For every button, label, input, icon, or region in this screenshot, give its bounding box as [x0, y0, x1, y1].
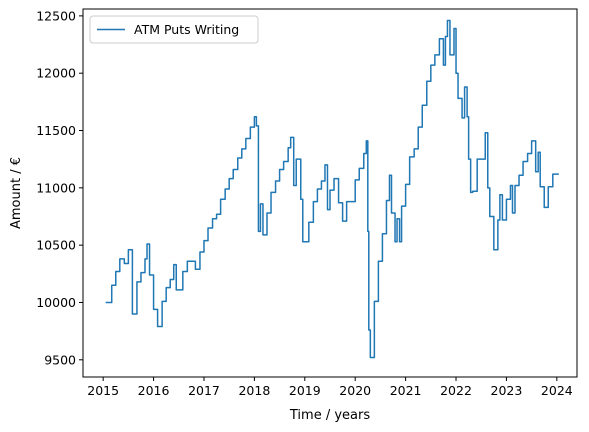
legend: ATM Puts Writing — [89, 15, 259, 44]
x-tick-label: 2024 — [541, 383, 573, 398]
plot-frame — [82, 8, 578, 378]
x-tick-label: 2022 — [440, 383, 472, 398]
x-tick-label: 2016 — [138, 383, 170, 398]
y-tick-label: 10000 — [36, 295, 76, 310]
x-axis-label: Time / years — [289, 408, 370, 423]
x-tick-label: 2021 — [390, 383, 422, 398]
x-tick-label: 2015 — [87, 383, 119, 398]
series-line-atm-puts-writing — [105, 19, 559, 359]
x-tick-label: 2020 — [339, 383, 371, 398]
legend-entry-label: ATM Puts Writing — [134, 22, 239, 37]
legend-box — [89, 15, 259, 44]
y-tick-label: 12000 — [36, 66, 76, 81]
y-tick-label: 9500 — [44, 352, 76, 367]
y-axis-label: Amount / € — [9, 157, 24, 229]
x-tick-label: 2018 — [238, 383, 270, 398]
x-tick-label: 2017 — [188, 383, 220, 398]
x-tick-label: 2023 — [491, 383, 523, 398]
y-tick-label: 11500 — [36, 123, 76, 138]
y-tick-label: 12500 — [36, 8, 76, 23]
y-tick-label: 10500 — [36, 238, 76, 253]
x-tick-label: 2019 — [289, 383, 321, 398]
y-tick-label: 11000 — [36, 180, 76, 195]
y-axis: 9500 10000 10500 11000 11500 12000 12500 — [36, 8, 83, 367]
x-axis: 2015 2016 2017 2018 2019 2020 2021 2022 2023 2024 — [87, 377, 573, 398]
